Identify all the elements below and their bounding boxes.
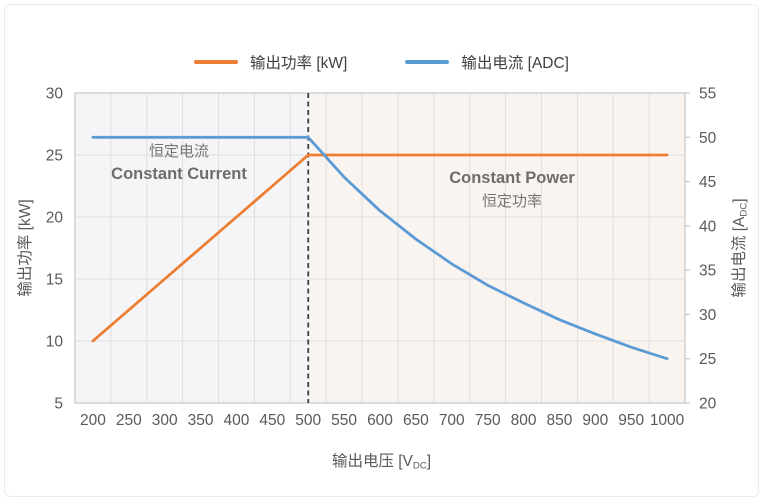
right-axis-tick-label: 35 [699,263,716,280]
x-axis-tick-label: 750 [475,412,501,429]
power-series-line [91,153,669,343]
legend-item-current: 输出电流 [ADC] [405,51,569,73]
right-axis-tick-label: 25 [699,351,716,368]
x-axis-tick-label: 850 [546,412,572,429]
plot-border [74,92,686,404]
x-axis-tick-label: 900 [582,412,608,429]
x-axis-tick-label: 950 [618,412,644,429]
legend-label-current: 输出电流 [ADC] [461,55,569,72]
power-line-swatch-icon [194,60,239,64]
left-axis-tick-label: 20 [46,210,64,227]
left-axis-tick-label: 25 [46,148,63,165]
left-axis-tick-label: 30 [46,86,64,103]
x-axis-tick-label: 700 [439,412,465,429]
right-axis-title-text: 输出电流 [A [731,216,748,298]
x-axis-tick-label: 600 [367,412,393,429]
x-axis-tick-label: 200 [80,412,106,429]
region-constant-power [308,93,685,403]
left-axis-tick-label: 15 [46,272,63,289]
x-axis-tick-label: 800 [511,412,537,429]
x-axis-tick-label: 550 [331,412,357,429]
current-line-swatch-icon [405,60,450,64]
annotation-cp-en: Constant Power [449,169,575,188]
right-axis-tick-label: 55 [699,86,716,103]
x-axis-tick-label: 1000 [650,412,685,429]
annotation-constant-power: Constant Power 恒定功率 [449,167,575,213]
x-axis-tick-label: 350 [188,412,214,429]
right-axis-title: 输出电流 [ADC] [727,93,750,403]
x-axis-title-subscript: DC [412,460,427,472]
right-axis-title-bracket: ] [731,198,748,203]
x-axis-tick-label: 450 [259,412,285,429]
region-constant-current [75,93,309,403]
annotation-constant-current: 恒定电流 Constant Current [111,141,247,187]
x-axis-tick-label: 400 [224,412,250,429]
annotation-cc-en: Constant Current [111,164,247,183]
x-axis-title: 输出电压 [VDC] [0,449,763,472]
right-axis-tick-label: 30 [699,307,717,324]
x-axis-title-bracket: ] [426,453,432,470]
right-axis-title-subscript: DC [738,202,750,217]
left-axis-tick-label: 10 [46,334,64,351]
current-series-line [91,135,669,361]
x-axis-tick-label: 650 [403,412,429,429]
left-axis-title: 输出功率 [kW] [13,93,34,403]
right-axis-tick-label: 20 [699,396,717,413]
left-axis-tick-label: 5 [54,396,63,413]
right-axis-tick-label: 40 [699,218,717,235]
annotation-cc-cn: 恒定电流 [148,143,210,161]
chart-legend: 输出功率 [kW] 输出电流 [ADC] [0,51,763,73]
left-axis-title-text: 输出功率 [kW] [17,199,34,297]
x-axis-title-text: 输出电压 [V [331,453,413,470]
x-axis-tick-label: 300 [152,412,178,429]
legend-item-power: 输出功率 [kW] [194,51,347,73]
right-axis-tick-label: 45 [699,174,716,191]
right-axis-tick-label: 50 [699,130,717,147]
legend-label-power: 输出功率 [kW] [250,55,348,72]
x-axis-tick-label: 500 [295,412,321,429]
annotation-cp-cn: 恒定功率 [481,193,543,211]
x-axis-tick-label: 250 [116,412,142,429]
